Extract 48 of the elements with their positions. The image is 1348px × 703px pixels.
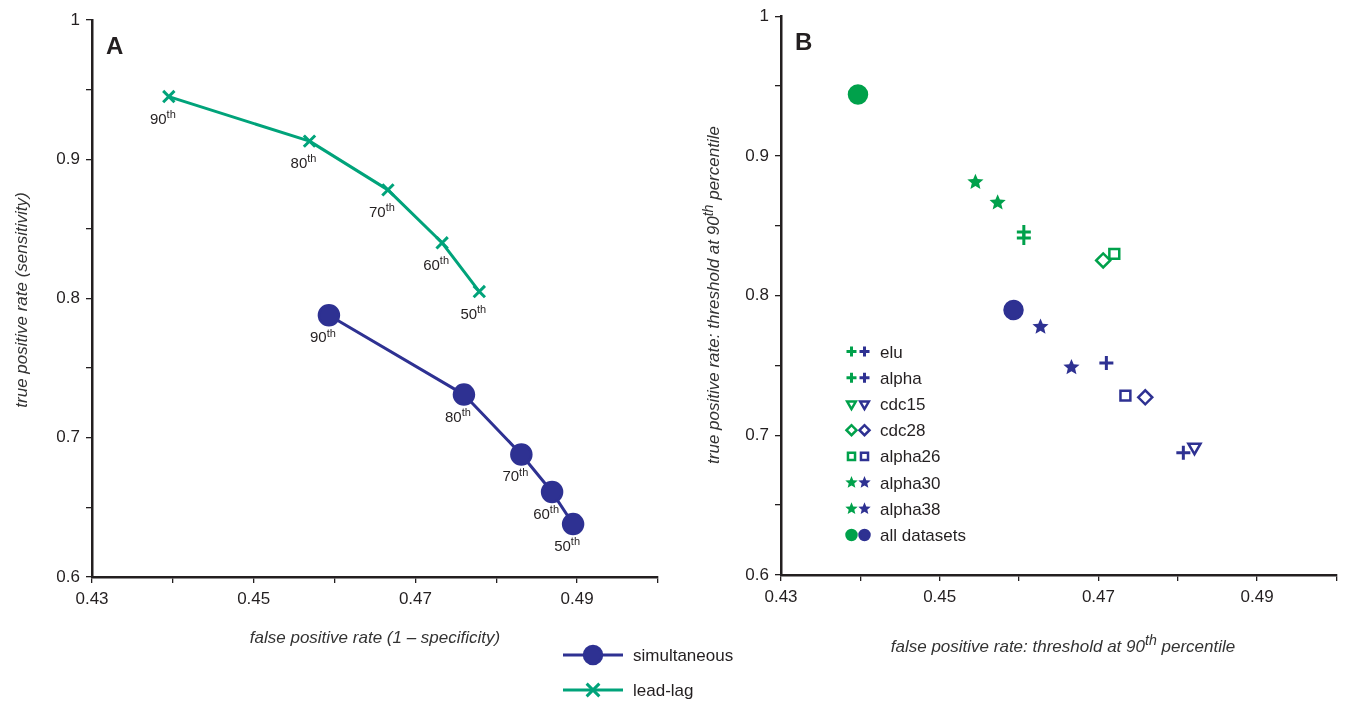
- point: [510, 443, 533, 466]
- y-tick-label: 0.8: [56, 288, 80, 308]
- y-tick-label: 0.7: [745, 424, 769, 444]
- legend-label: alpha: [880, 368, 923, 388]
- point: [472, 284, 487, 299]
- legend-label: simultaneous: [633, 646, 734, 665]
- x-tick-label: 0.49: [1240, 586, 1274, 606]
- point: [317, 303, 341, 327]
- annotation: B: [795, 28, 813, 56]
- y-tick-label: 0.6: [56, 566, 80, 586]
- point: [161, 89, 176, 104]
- x-tick-label: 0.45: [237, 588, 271, 608]
- x-axis-title: false positive rate: threshold at 90$^{th}$ percentile: [890, 632, 1236, 657]
- legend-label: elu: [880, 342, 903, 362]
- point: [434, 235, 450, 250]
- annotation: A: [106, 32, 124, 59]
- point: [1094, 252, 1112, 269]
- point: [561, 512, 585, 536]
- point: [1108, 247, 1121, 261]
- point: [302, 133, 317, 149]
- y-tick-label: 0.9: [745, 145, 769, 165]
- legend-label: alpha38: [880, 499, 941, 519]
- y-tick-label: 1: [759, 5, 769, 25]
- point: [1119, 389, 1132, 402]
- x-tick-label: 0.43: [75, 588, 109, 608]
- y-tick-label: 0.6: [745, 564, 769, 584]
- point: [540, 480, 564, 504]
- x-tick-label: 0.43: [764, 586, 798, 606]
- x-tick-label: 0.47: [398, 588, 432, 608]
- y-tick-label: 0.8: [745, 285, 769, 305]
- y-tick-label: 0.7: [56, 427, 80, 447]
- legend-label: lead-lag: [633, 681, 694, 700]
- legend-label: alpha26: [880, 447, 941, 467]
- x-tick-label: 0.49: [560, 588, 594, 608]
- legend-label: all datasets: [880, 526, 966, 545]
- point: [380, 182, 396, 198]
- point: [452, 383, 476, 406]
- y-axis-title: true positive rate (sensitivity): [12, 192, 32, 408]
- legend-label: alpha30: [880, 473, 941, 493]
- point: [1187, 442, 1202, 456]
- x-tick-label: 0.47: [1081, 586, 1115, 606]
- y-tick-label: 0.9: [56, 148, 80, 168]
- point: [1137, 389, 1154, 406]
- x-axis-title: false positive rate (1 – specificity): [249, 628, 501, 648]
- legend-label: cdc15: [880, 395, 926, 414]
- legend-label: cdc28: [880, 421, 926, 441]
- y-tick-label: 1: [70, 9, 80, 29]
- x-tick-label: 0.45: [923, 586, 957, 606]
